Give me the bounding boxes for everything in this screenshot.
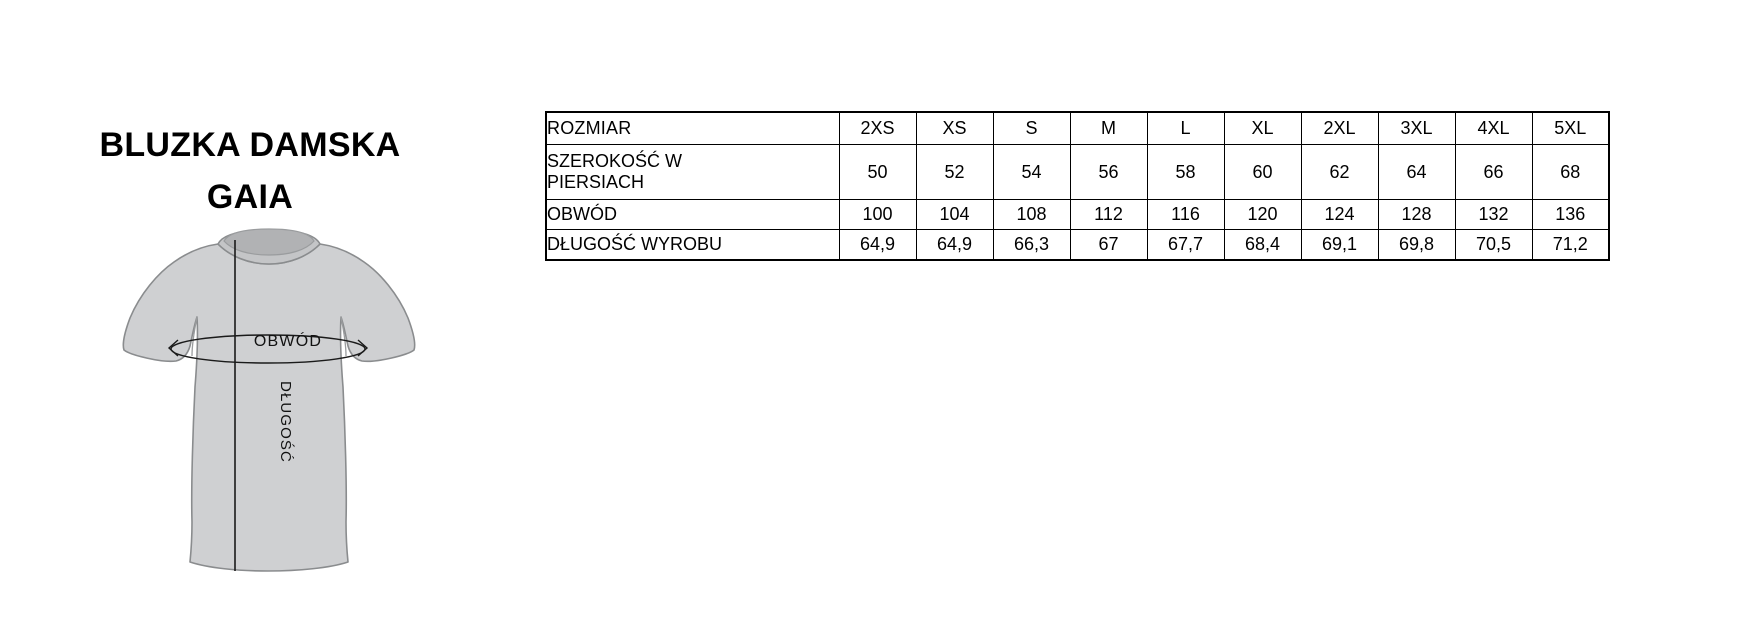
row-label-circumference: OBWÓD: [545, 199, 840, 230]
cell-product-length-s: 66,3: [992, 229, 1071, 261]
table-row: DŁUGOŚĆ WYROBU 64,9 64,9 66,3 67 67,7 68…: [545, 229, 1610, 261]
cell-circumference-xl: 120: [1223, 199, 1302, 230]
table-row: OBWÓD 100 104 108 112 116 120 124 128 13…: [545, 199, 1610, 230]
cell-chest-width-m: 56: [1069, 144, 1148, 200]
header-size-s: S: [992, 111, 1071, 145]
cell-product-length-m: 67: [1069, 229, 1148, 261]
circumference-measure-ellipse: [167, 334, 369, 364]
table-row: SZEROKOŚĆ W PIERSIACH 50 52 54 56 58 60 …: [545, 144, 1610, 200]
table-header-row: ROZMIAR 2XS XS S M L XL 2XL 3XL 4XL 5XL: [545, 111, 1610, 145]
cell-circumference-2xs: 100: [838, 199, 917, 230]
cell-product-length-4xl: 70,5: [1454, 229, 1533, 261]
header-size-3xl: 3XL: [1377, 111, 1456, 145]
cell-circumference-5xl: 136: [1531, 199, 1610, 230]
cell-circumference-l: 116: [1146, 199, 1225, 230]
cell-chest-width-l: 58: [1146, 144, 1225, 200]
cell-product-length-5xl: 71,2: [1531, 229, 1610, 261]
header-size-4xl: 4XL: [1454, 111, 1533, 145]
length-label: DŁUGOŚĆ: [277, 381, 295, 463]
product-panel: BLUZKA DAMSKA GAIA: [0, 0, 500, 622]
cell-chest-width-2xs: 50: [838, 144, 917, 200]
cell-chest-width-3xl: 64: [1377, 144, 1456, 200]
page-title: BLUZKA DAMSKA GAIA: [0, 120, 500, 223]
header-rozmiar: ROZMIAR: [545, 111, 840, 145]
size-chart-table: ROZMIAR 2XS XS S M L XL 2XL 3XL 4XL 5XL …: [545, 111, 1610, 261]
cell-chest-width-5xl: 68: [1531, 144, 1610, 200]
cell-chest-width-2xl: 62: [1300, 144, 1379, 200]
header-size-l: L: [1146, 111, 1225, 145]
cell-product-length-2xl: 69,1: [1300, 229, 1379, 261]
shirt-sleeve-seams: [191, 316, 347, 357]
cell-chest-width-s: 54: [992, 144, 1071, 200]
cell-product-length-l: 67,7: [1146, 229, 1225, 261]
cell-product-length-xs: 64,9: [915, 229, 994, 261]
cell-circumference-m: 112: [1069, 199, 1148, 230]
shirt-body-shape: [122, 243, 416, 572]
header-size-m: M: [1069, 111, 1148, 145]
cell-circumference-xs: 104: [915, 199, 994, 230]
header-size-2xs: 2XS: [838, 111, 917, 145]
header-size-5xl: 5XL: [1531, 111, 1610, 145]
circumference-label: OBWÓD: [254, 331, 322, 350]
row-label-chest-width: SZEROKOŚĆ W PIERSIACH: [545, 144, 840, 200]
cell-chest-width-xl: 60: [1223, 144, 1302, 200]
cell-circumference-3xl: 128: [1377, 199, 1456, 230]
cell-product-length-xl: 68,4: [1223, 229, 1302, 261]
cell-chest-width-4xl: 66: [1454, 144, 1533, 200]
product-title-line-2: GAIA: [206, 177, 294, 216]
cell-product-length-2xs: 64,9: [838, 229, 917, 261]
cell-circumference-4xl: 132: [1454, 199, 1533, 230]
tshirt-diagram: OBWÓD DŁUGOŚĆ: [118, 222, 418, 587]
product-title-line-1: BLUZKA DAMSKA: [99, 126, 401, 164]
cell-chest-width-xs: 52: [915, 144, 994, 200]
row-label-product-length: DŁUGOŚĆ WYROBU: [545, 229, 840, 261]
header-size-2xl: 2XL: [1300, 111, 1379, 145]
cell-circumference-s: 108: [992, 199, 1071, 230]
size-chart-container: ROZMIAR 2XS XS S M L XL 2XL 3XL 4XL 5XL …: [545, 111, 1610, 261]
header-size-xl: XL: [1223, 111, 1302, 145]
cell-circumference-2xl: 124: [1300, 199, 1379, 230]
shirt-collar: [217, 228, 321, 265]
cell-product-length-3xl: 69,8: [1377, 229, 1456, 261]
header-size-xs: XS: [915, 111, 994, 145]
